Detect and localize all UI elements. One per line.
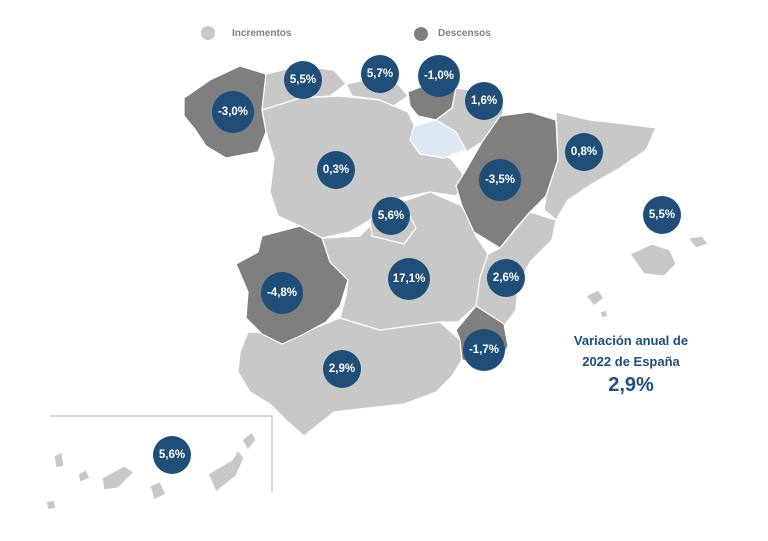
bubble-comunidad-valenciana <box>487 259 525 297</box>
bubble-navarra <box>465 82 503 120</box>
legend-decrease-label: Descensos <box>438 28 491 39</box>
bubble-galicia <box>212 91 254 133</box>
bubble-castilla-y-leon <box>317 151 355 189</box>
canary-inset-frame <box>50 415 273 492</box>
summary-value: 2,9% <box>608 374 654 396</box>
summary-line-2: 2022 de España <box>582 354 680 369</box>
bubble-madrid <box>372 197 410 235</box>
region-cataluna <box>543 111 657 221</box>
region-baleares <box>585 235 709 319</box>
bubble-murcia <box>463 329 505 371</box>
bubble-andalucia <box>323 350 361 388</box>
summary-box: Variación anual de 2022 de España 2,9% <box>546 330 716 398</box>
bubble-cantabria <box>361 55 399 93</box>
bubble-aragon <box>479 159 521 201</box>
bubble-extremadura <box>261 272 303 314</box>
region-canarias <box>45 431 257 511</box>
bubble-cataluna <box>565 133 603 171</box>
bubble-baleares <box>643 196 681 234</box>
summary-line-1: Variación anual de <box>573 333 689 348</box>
bubble-canarias <box>153 436 191 474</box>
legend-increase-label: Incrementos <box>232 28 292 39</box>
region-la-rioja <box>409 119 467 159</box>
bubble-asturias <box>284 61 322 99</box>
bubble-layer <box>153 55 681 474</box>
legend-increase-dot <box>201 26 215 40</box>
legend-decrease-dot <box>414 27 428 41</box>
bubble-castilla-la-mancha <box>388 258 430 300</box>
bubble-pais-vasco <box>418 55 460 97</box>
